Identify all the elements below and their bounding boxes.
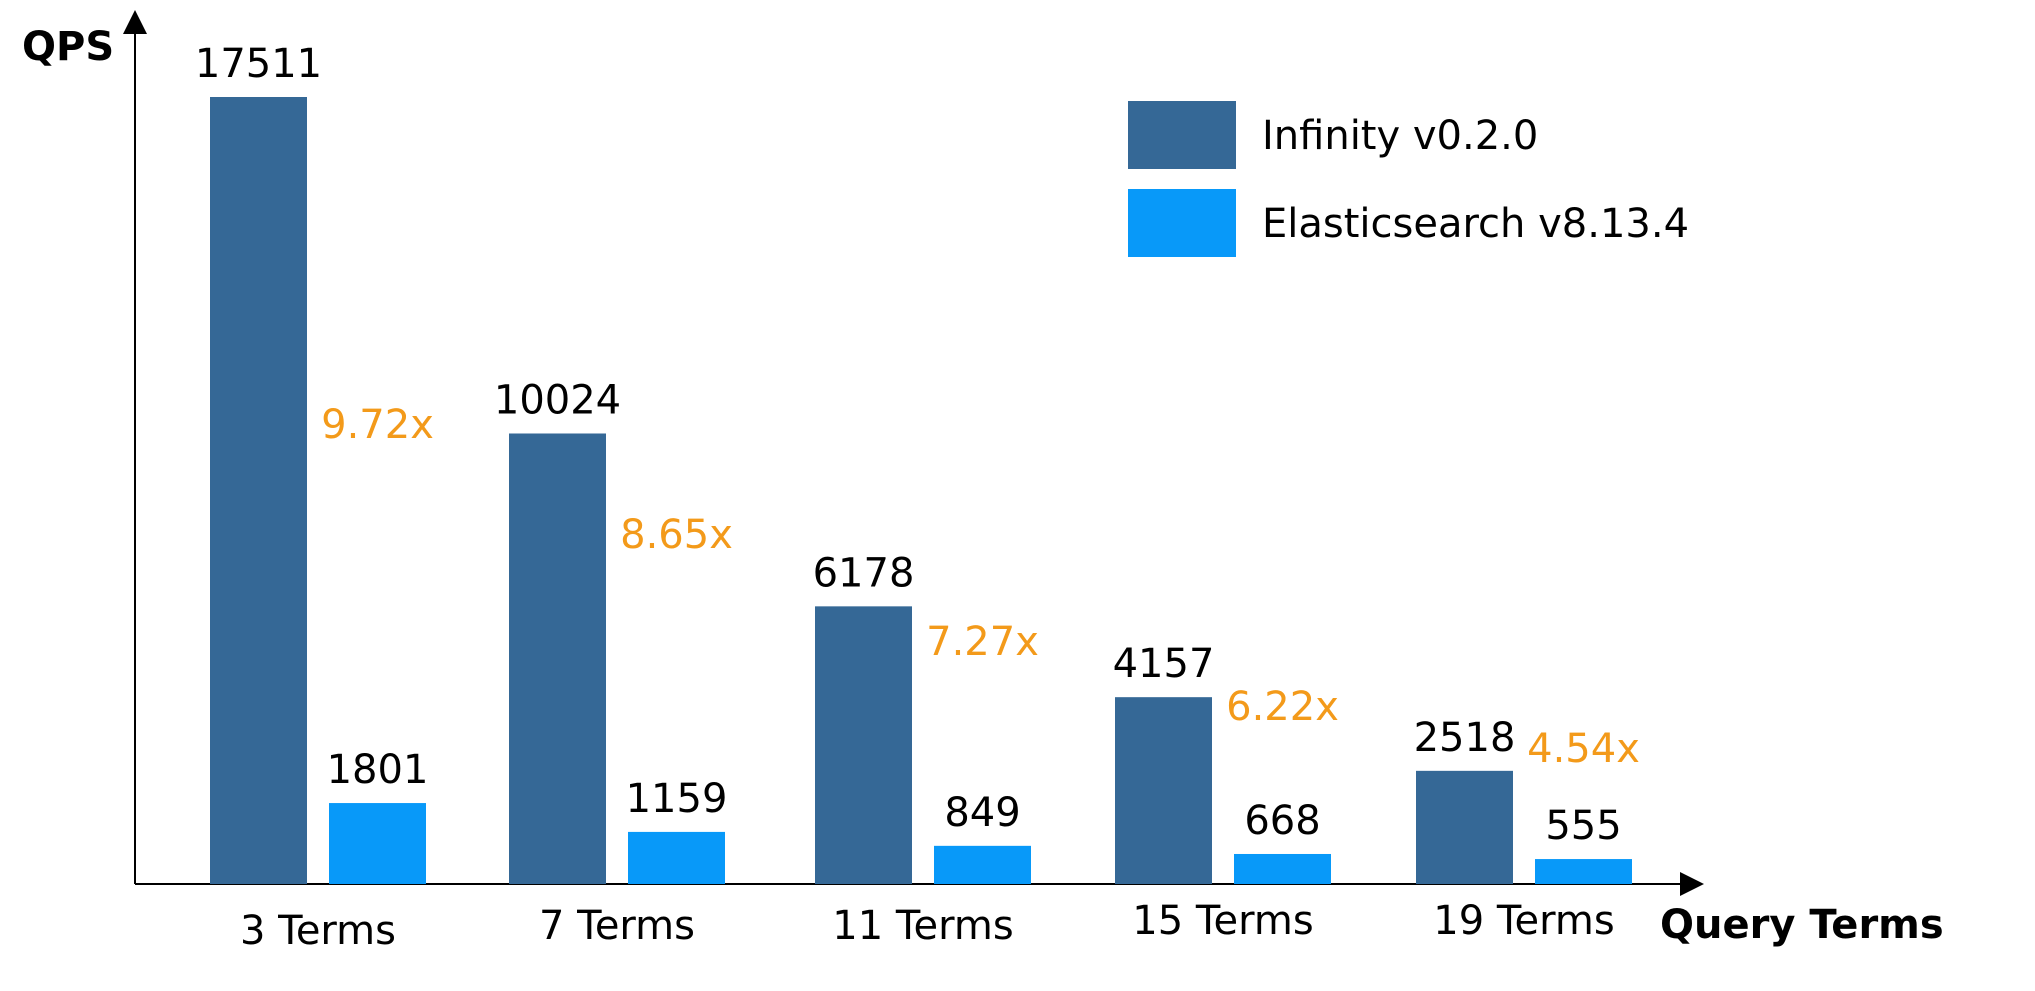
x-tick-label-4: 19 Terms — [1433, 898, 1614, 944]
value-label-infinity-4: 2518 — [1414, 715, 1516, 761]
x-axis-title: Query Terms — [1660, 902, 1944, 948]
ratio-annotation-2: 7.27x — [926, 619, 1039, 665]
bar-elasticsearch-2 — [934, 845, 1031, 884]
value-label-infinity-1: 10024 — [494, 377, 621, 423]
legend-label-infinity: Infinity v0.2.0 — [1262, 113, 1538, 159]
bar-elasticsearch-4 — [1535, 859, 1632, 884]
bar-infinity-0 — [210, 97, 307, 884]
legend: Infinity v0.2.0 Elasticsearch v8.13.4 — [1128, 101, 1689, 257]
legend-swatch-elasticsearch — [1128, 189, 1236, 257]
value-label-elasticsearch-4: 555 — [1545, 803, 1621, 849]
bar-infinity-1 — [509, 433, 606, 884]
bar-infinity-2 — [815, 606, 912, 884]
x-tick-label-3: 15 Terms — [1132, 898, 1313, 944]
ratio-annotation-3: 6.22x — [1226, 684, 1339, 730]
ratio-annotation-0: 9.72x — [321, 402, 434, 448]
bar-infinity-4 — [1416, 770, 1513, 884]
x-tick-labels: 3 Terms 7 Terms 11 Terms 15 Terms 19 Terms — [240, 898, 1615, 954]
bar-elasticsearch-1 — [628, 831, 725, 884]
value-labels: 17511 1801 10024 1159 6178 849 4157 668 2518 555 — [195, 41, 1622, 849]
ratio-annotations: 9.72x 8.65x 7.27x 6.22x 4.54x — [321, 402, 1640, 772]
value-label-infinity-3: 4157 — [1113, 641, 1215, 687]
bars-group — [210, 97, 1632, 884]
bar-elasticsearch-3 — [1234, 853, 1331, 884]
legend-swatch-infinity — [1128, 101, 1236, 169]
y-axis-title: QPS — [22, 24, 114, 70]
x-tick-label-2: 11 Terms — [832, 903, 1013, 949]
value-label-infinity-2: 6178 — [813, 550, 915, 596]
legend-label-elasticsearch: Elasticsearch v8.13.4 — [1262, 201, 1689, 247]
bar-elasticsearch-0 — [329, 803, 426, 884]
value-label-elasticsearch-3: 668 — [1244, 798, 1320, 844]
value-label-elasticsearch-2: 849 — [944, 790, 1020, 836]
ratio-annotation-1: 8.65x — [620, 512, 733, 558]
x-tick-label-0: 3 Terms — [240, 908, 396, 954]
value-label-infinity-0: 17511 — [195, 41, 322, 87]
bar-infinity-3 — [1115, 697, 1212, 884]
value-label-elasticsearch-1: 1159 — [626, 776, 728, 822]
x-tick-label-1: 7 Terms — [539, 903, 695, 949]
ratio-annotation-4: 4.54x — [1527, 726, 1640, 772]
value-label-elasticsearch-0: 1801 — [327, 747, 429, 793]
